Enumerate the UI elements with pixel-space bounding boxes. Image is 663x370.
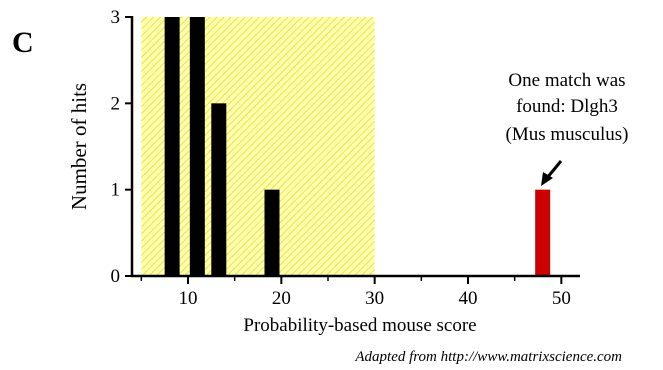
bar xyxy=(264,189,280,276)
bar xyxy=(535,189,551,276)
y-tick-label: 1 xyxy=(111,180,121,201)
annotation-line: One match was xyxy=(508,70,625,91)
shaded-region xyxy=(141,17,375,276)
source-credit: Adapted from http://www.matrixscience.co… xyxy=(354,349,622,365)
annotation-group: One match was found: Dlgh3 (Mus musculus… xyxy=(506,70,629,186)
bar xyxy=(164,17,180,276)
ticks-group: 0 1 2 3 10 20 30 40 50 xyxy=(111,7,571,309)
annotation-line: (Mus musculus) xyxy=(506,124,629,145)
bars-group xyxy=(164,17,551,276)
bar xyxy=(211,103,227,276)
annotation-arrowhead-icon xyxy=(541,172,553,186)
x-tick-label: 10 xyxy=(179,288,198,309)
x-tick-label: 20 xyxy=(272,288,291,309)
annotation-arrow-shaft xyxy=(545,160,563,179)
y-axis-label: Number of hits xyxy=(67,83,91,210)
x-tick-label: 50 xyxy=(552,288,571,309)
panel-label: C xyxy=(12,26,34,59)
bar xyxy=(189,17,205,276)
x-tick-label: 40 xyxy=(459,288,478,309)
y-tick-label: 3 xyxy=(111,7,121,28)
x-tick-label: 30 xyxy=(365,288,384,309)
annotation-line: found: Dlgh3 xyxy=(516,96,618,117)
y-tick-label: 0 xyxy=(111,266,121,287)
x-axis-label: Probability-based mouse score xyxy=(243,315,476,336)
y-tick-label: 2 xyxy=(111,93,121,114)
